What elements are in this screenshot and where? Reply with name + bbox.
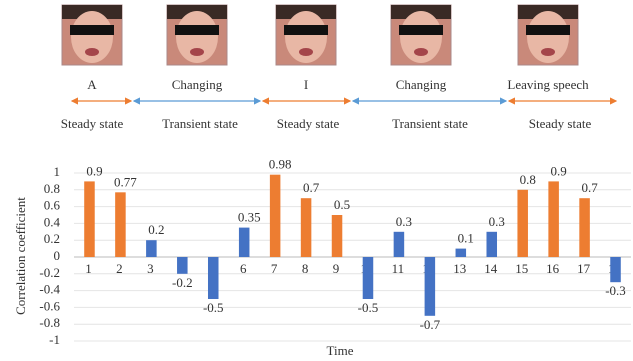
y-tick-label: -0.6 [39,298,60,313]
data-label: -0.5 [203,300,224,315]
data-label: 0.7 [303,180,320,195]
x-tick-label: 1 [85,261,92,276]
face-caption: Changing [172,77,223,92]
bar [425,257,436,316]
face-image [391,5,451,65]
data-label: 0.9 [551,163,567,178]
y-tick-label: -1 [49,332,60,347]
data-label: -0.7 [420,317,441,332]
x-tick-label: 11 [392,261,405,276]
data-label: -0.5 [358,300,379,315]
state-label: Steady state [61,116,124,131]
data-label: 0.7 [581,180,598,195]
x-tick-label: 17 [577,261,591,276]
x-tick-label: 13 [453,261,466,276]
x-tick-label: 14 [484,261,498,276]
face-image [62,5,122,65]
bar [579,198,590,257]
state-label: Transient state [162,116,238,131]
y-tick-label: -0.8 [39,315,60,330]
bar [84,181,95,257]
face-image [276,5,336,65]
bar [610,257,621,282]
data-label: -0.2 [172,275,193,290]
x-tick-label: 6 [240,261,247,276]
bar [548,181,559,257]
y-tick-label: 0.8 [44,181,60,196]
bar [486,232,497,257]
bar [208,257,219,299]
state-label: Transient state [392,116,468,131]
data-label: 0.8 [520,172,536,187]
data-label: 0.3 [489,214,505,229]
data-label: 0.35 [238,210,261,225]
x-tick-label: 7 [271,261,278,276]
y-tick-label: 1 [54,164,61,179]
bar [517,190,528,257]
state-label: Steady state [277,116,340,131]
x-tick-label: 16 [546,261,560,276]
data-label: 0.5 [334,197,350,212]
x-tick-label: 8 [302,261,309,276]
face-caption: Changing [396,77,447,92]
bar [332,215,343,257]
x-tick-label: 3 [147,261,154,276]
bar [177,257,188,274]
state-label: Steady state [529,116,592,131]
data-label: -0.3 [605,283,626,298]
data-label: 0.2 [148,222,164,237]
data-label: 0.98 [269,157,292,172]
bar [239,228,250,257]
data-label: 0.3 [396,214,412,229]
data-label: 0.1 [458,231,474,246]
data-label: 0.9 [86,163,102,178]
bar [301,198,312,257]
x-tick-label: 15 [515,261,528,276]
face-caption: Leaving speech [507,77,589,92]
y-tick-label: 0.4 [44,214,61,229]
y-tick-label: -0.4 [39,282,60,297]
x-axis-label: Time [327,343,354,358]
x-tick-label: 2 [116,261,123,276]
bar [456,249,467,257]
faces [62,5,578,65]
bar [115,192,126,257]
bar [363,257,374,299]
y-axis-label: Correlation coefficient [13,197,28,315]
y-tick-label: -0.2 [39,265,60,280]
y-tick-label: 0 [54,248,61,263]
x-tick-label: 9 [333,261,340,276]
bar [270,175,281,257]
face-caption: I [304,77,308,92]
face-image [518,5,578,65]
data-label: 0.77 [114,174,137,189]
figure: A Changing I Changing Leaving speech Ste… [0,0,633,361]
face-caption: A [87,77,97,92]
bar [394,232,405,257]
y-tick-label: 0.6 [44,198,61,213]
y-tick-label: 0.2 [44,231,60,246]
bar [146,240,157,257]
face-image [167,5,227,65]
page: A Changing I Changing Leaving speech Ste… [0,0,633,361]
